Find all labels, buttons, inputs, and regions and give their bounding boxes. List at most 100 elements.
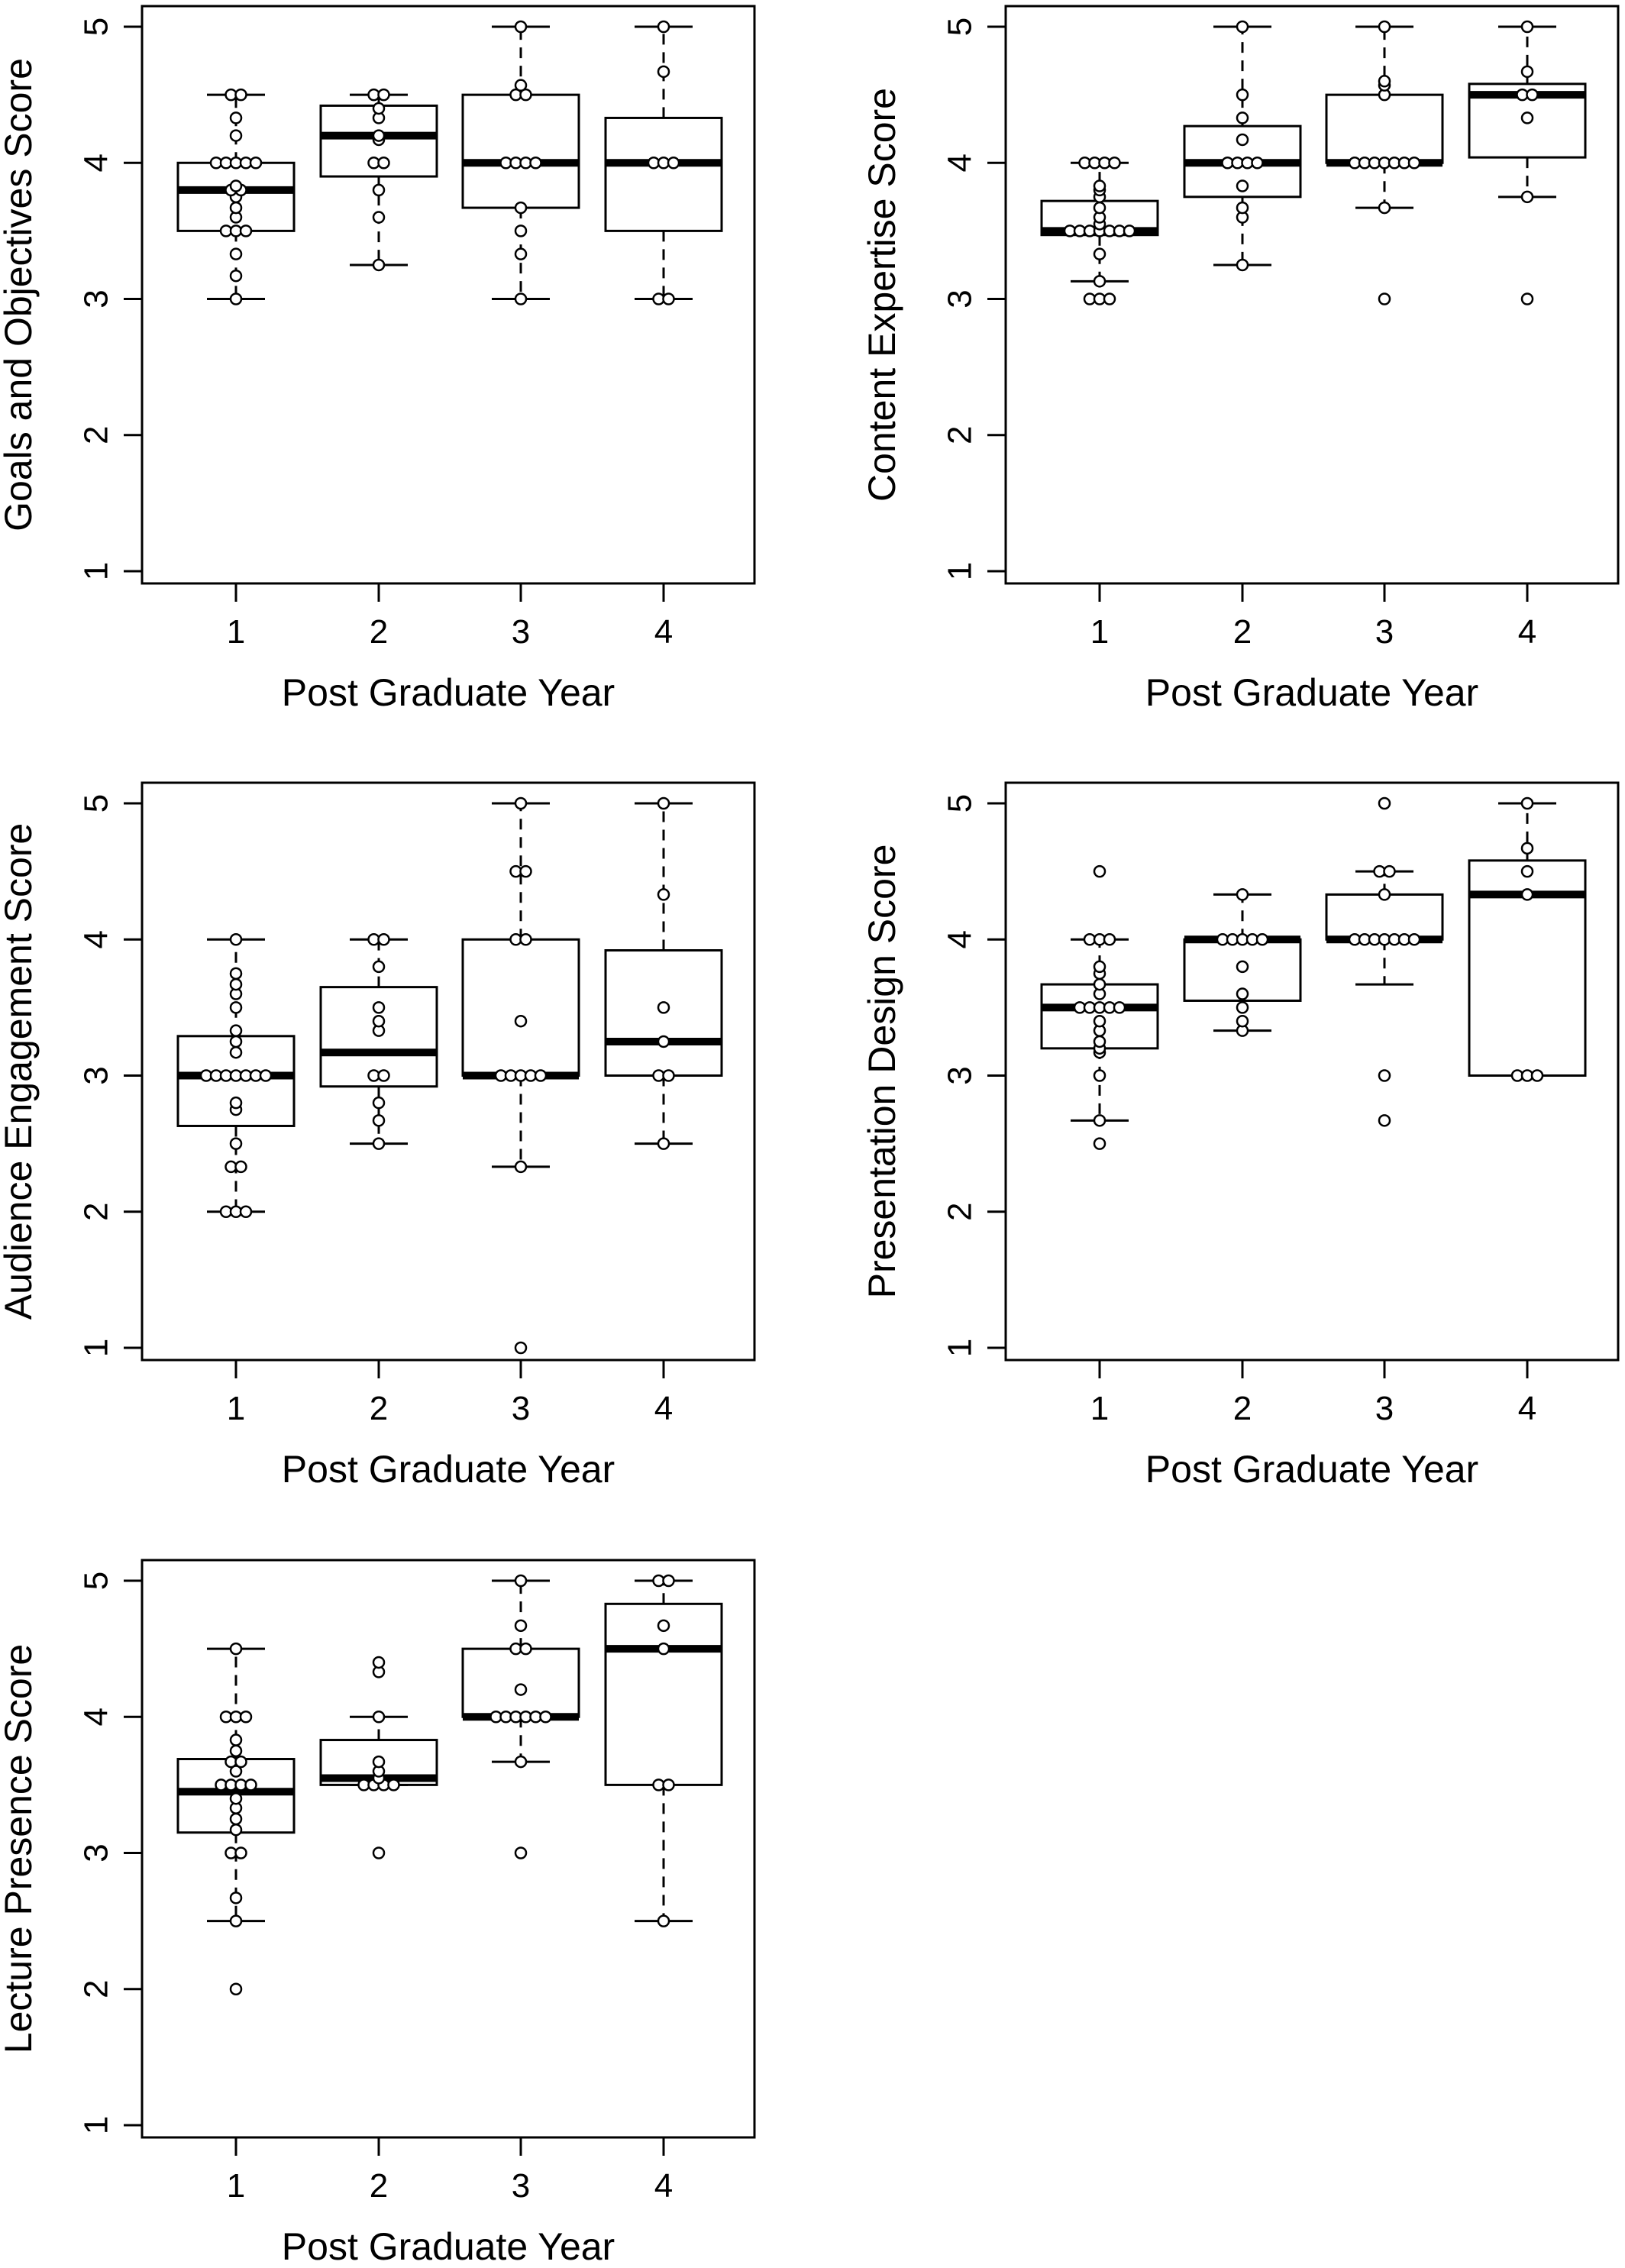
data-point: [1378, 201, 1391, 215]
data-point: [1123, 225, 1136, 237]
data-point: [259, 1069, 273, 1082]
iqr-box: [461, 938, 580, 1077]
y-tick-label: 1: [78, 2116, 115, 2134]
data-point: [239, 1711, 253, 1724]
data-point: [529, 157, 542, 170]
plot-frame: [141, 781, 756, 1362]
data-point: [377, 157, 390, 170]
data-point: [519, 1642, 532, 1656]
data-point: [1520, 864, 1534, 878]
chart-panel-2: 1 2 3 4 5 1 2 3 4 Post Graduate Year Content Exper…: [861, 5, 1620, 714]
data-point: [514, 1574, 528, 1588]
data-point: [387, 1779, 400, 1791]
data-point: [1520, 20, 1534, 34]
data-point: [372, 1014, 386, 1028]
data-point: [1236, 201, 1249, 215]
x-axis-title: Post Graduate Year: [282, 1448, 615, 1491]
data-point: [372, 102, 386, 115]
data-point: [662, 1779, 675, 1791]
x-axis-title: Post Graduate Year: [282, 671, 615, 714]
plot-frame: [1004, 781, 1620, 1362]
data-point: [514, 292, 528, 305]
data-point: [1407, 157, 1421, 170]
x-tick-label: 3: [1375, 613, 1394, 651]
data-point: [1255, 933, 1269, 946]
data-point: [229, 977, 243, 991]
data-point: [377, 88, 390, 102]
x-tick-label: 2: [1233, 1390, 1252, 1427]
data-point: [657, 1137, 670, 1150]
data-point: [1520, 65, 1534, 79]
y-tick-label: 3: [942, 289, 979, 308]
data-point: [1093, 1114, 1106, 1127]
data-point: [229, 1744, 243, 1758]
chart-panel-4: 1 2 3 4 5 1 2 3 4 Post Graduate Year Presentation …: [861, 781, 1620, 1491]
data-point: [514, 1683, 528, 1696]
x-tick-label: 1: [227, 2167, 245, 2205]
y-tick-label: 5: [78, 18, 115, 36]
data-point: [229, 1001, 243, 1014]
chart-panel-5: 1 2 3 4 5 1 2 3 4 Post Graduate Year Lecture Prese…: [0, 1559, 756, 2268]
data-point: [514, 1846, 528, 1859]
chart-panel-3: 1 2 3 4 5 1 2 3 4 Post Graduate Year Audience Enga…: [0, 781, 756, 1491]
x-axis-title: Post Graduate Year: [1145, 1448, 1478, 1491]
data-point: [234, 1755, 247, 1769]
data-point: [229, 111, 243, 124]
y-tick-label: 1: [78, 1339, 115, 1357]
x-tick-label: 3: [512, 613, 530, 651]
x-tick-label: 2: [370, 613, 388, 651]
data-point: [229, 1137, 243, 1150]
data-point: [372, 258, 386, 272]
y-tick-label: 2: [78, 1980, 115, 1998]
data-point: [229, 201, 243, 215]
data-point: [229, 1791, 243, 1805]
data-point: [1520, 888, 1534, 901]
x-axis-title: Post Graduate Year: [1145, 671, 1478, 714]
data-point: [514, 1014, 528, 1028]
data-point: [1378, 292, 1391, 305]
data-point: [1103, 933, 1116, 946]
data-point: [1378, 1114, 1391, 1127]
data-point: [657, 1619, 670, 1633]
y-tick-label: 4: [942, 153, 979, 172]
data-point: [372, 1001, 386, 1014]
y-tick-label: 4: [78, 153, 115, 172]
data-point: [514, 1619, 528, 1633]
y-axis-title: Goals and Objectives Score: [0, 58, 40, 531]
data-point: [1103, 292, 1116, 305]
data-point: [1520, 190, 1534, 204]
box-group-pgy-4: [604, 802, 723, 1145]
data-point: [1378, 1069, 1391, 1082]
data-point: [239, 1205, 253, 1218]
data-point: [229, 292, 243, 305]
data-point: [372, 960, 386, 974]
data-point: [229, 1914, 243, 1927]
data-point: [519, 88, 532, 102]
iqr-box: [1325, 893, 1444, 941]
data-point: [234, 1160, 247, 1174]
data-point: [377, 933, 390, 946]
data-point: [229, 1765, 243, 1778]
data-point: [1236, 133, 1249, 147]
data-point: [372, 1096, 386, 1110]
chart-panel-1: 1 2 3 4 5 1 2 3 4 Post Graduate Year Goals and Obj…: [0, 5, 756, 714]
data-point: [1236, 1001, 1249, 1014]
data-point: [1378, 888, 1391, 901]
iqr-box: [604, 1602, 723, 1786]
data-point: [372, 1846, 386, 1859]
y-tick-label: 4: [942, 930, 979, 948]
box-group-pgy-3: [461, 1579, 580, 1763]
data-point: [229, 933, 243, 946]
data-point: [229, 129, 243, 142]
y-tick-label: 3: [78, 1066, 115, 1084]
data-point: [229, 1642, 243, 1656]
data-point: [514, 201, 528, 215]
data-point: [1520, 842, 1534, 855]
y-axis-title: Audience Engagement Score: [0, 823, 40, 1320]
data-point: [1236, 88, 1249, 102]
iqr-box: [461, 93, 580, 209]
data-point: [1093, 1137, 1106, 1150]
x-tick-label: 3: [512, 1390, 530, 1427]
data-point: [229, 269, 243, 283]
